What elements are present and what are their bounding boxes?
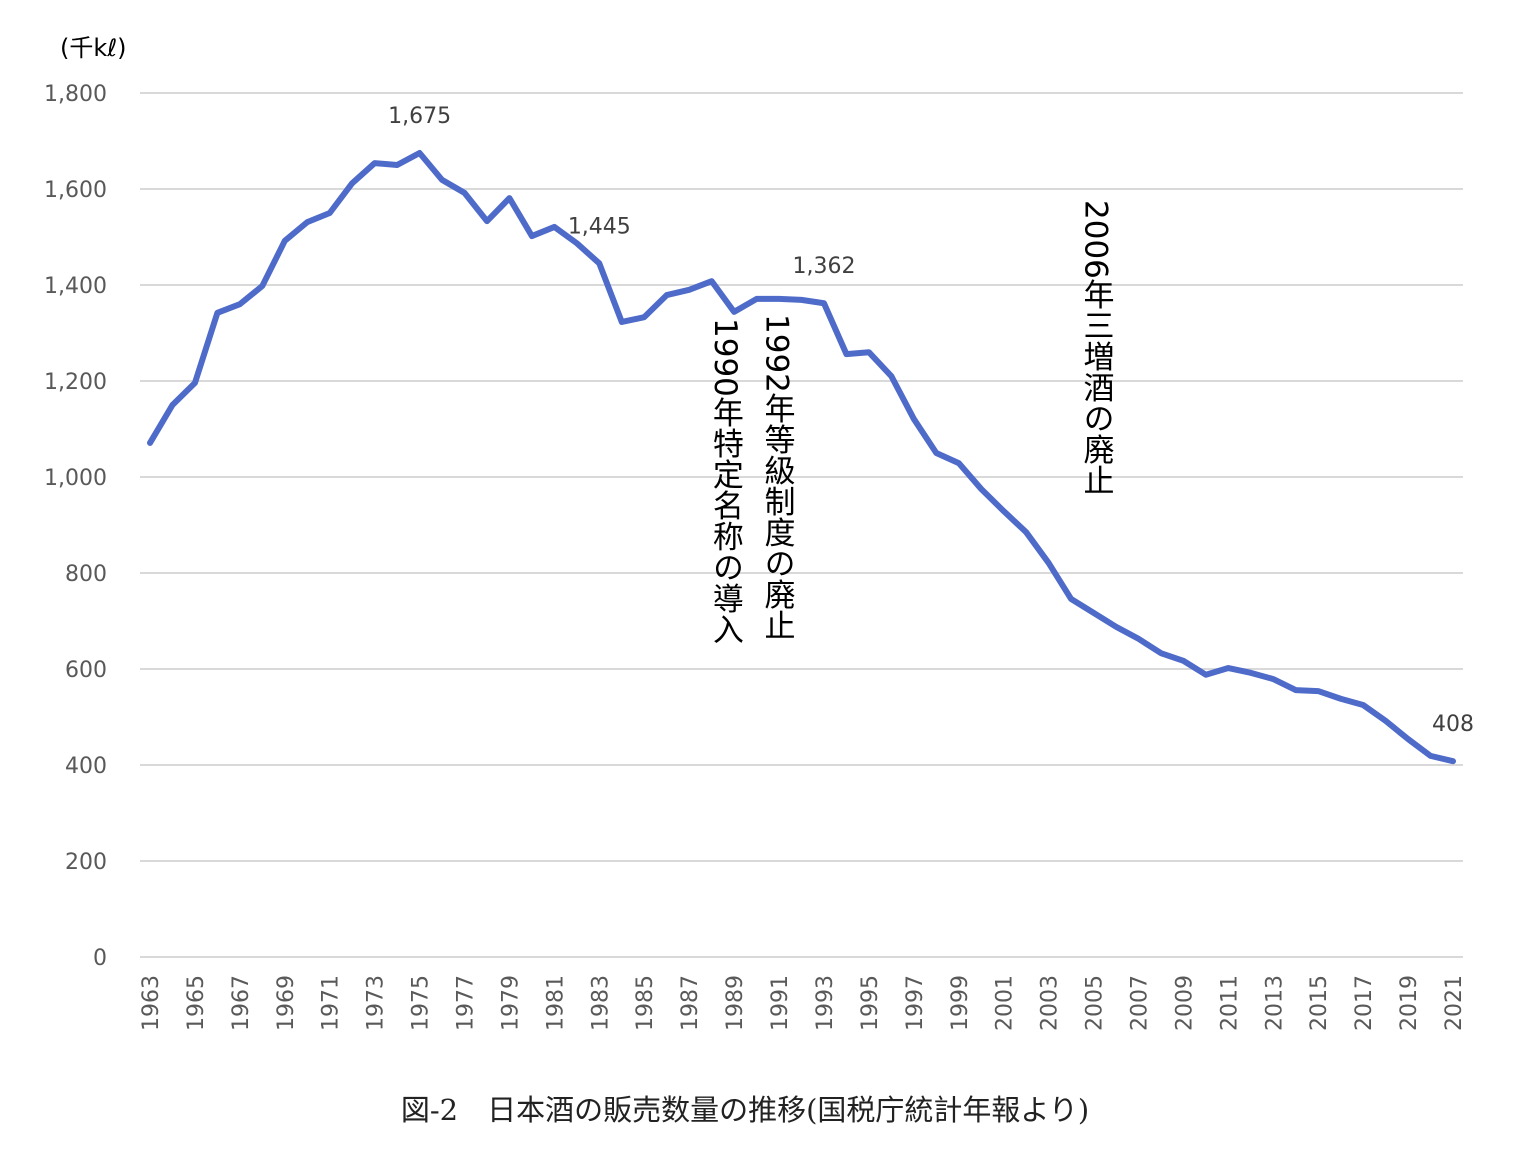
x-tick-label: 2011 <box>1217 975 1242 1031</box>
annotations: 1990年特定名称の導入 1992年等級制度の廃止 2006年三増酒の廃止 <box>707 200 1114 645</box>
x-tick-label: 1977 <box>454 975 479 1031</box>
x-tick-label: 1983 <box>588 975 613 1031</box>
x-tick-label: 2013 <box>1262 975 1287 1031</box>
data-label: 1,362 <box>792 254 855 279</box>
y-tick-label: 800 <box>65 562 107 587</box>
x-tick-label: 2003 <box>1038 975 1063 1031</box>
y-tick-label: 600 <box>65 658 107 683</box>
x-tick-label: 1989 <box>723 975 748 1031</box>
x-tick-label: 1965 <box>184 975 209 1031</box>
x-tick-label: 1981 <box>543 975 568 1031</box>
x-tick-label: 1963 <box>139 975 164 1031</box>
x-tick-label: 1999 <box>948 975 973 1031</box>
x-tick-label: 1993 <box>813 975 838 1031</box>
x-tick-label: 2007 <box>1127 975 1152 1031</box>
annotation-text: 1992年等級制度の廃止 <box>759 314 796 641</box>
x-tick-label: 1967 <box>229 975 254 1031</box>
x-tick-label: 2017 <box>1352 975 1377 1031</box>
data-labels: 1,675 1,445 1,362 408 <box>388 104 1474 737</box>
y-axis-unit-label: (千kℓ) <box>60 34 127 62</box>
x-tick-label: 1971 <box>319 975 344 1031</box>
x-tick-label: 1969 <box>274 975 299 1031</box>
x-tick-label: 2015 <box>1307 975 1332 1031</box>
y-tick-label: 200 <box>65 850 107 875</box>
gridlines <box>140 92 1463 958</box>
x-tick-label: 1973 <box>364 975 389 1031</box>
y-tick-label: 0 <box>93 946 107 971</box>
y-tick-label: 1,800 <box>44 82 107 107</box>
y-tick-label: 400 <box>65 754 107 779</box>
y-tick-label: 1,000 <box>44 466 107 491</box>
x-tick-label: 2001 <box>993 975 1018 1031</box>
x-tick-label: 1987 <box>678 975 703 1031</box>
y-tick-label: 1,200 <box>44 370 107 395</box>
data-label: 1,675 <box>388 104 451 129</box>
data-label: 408 <box>1432 712 1474 737</box>
x-tick-label: 2009 <box>1172 975 1197 1031</box>
y-tick-label: 1,600 <box>44 178 107 203</box>
x-axis-ticks: 1963 1965 1967 1969 1971 1973 1975 1977 1979 1981… <box>139 975 1467 1031</box>
data-label: 1,445 <box>568 214 631 239</box>
x-tick-label: 1985 <box>633 975 658 1031</box>
x-tick-label: 1975 <box>409 975 434 1031</box>
x-tick-label: 2005 <box>1083 975 1108 1031</box>
x-tick-label: 1995 <box>858 975 883 1031</box>
series-line <box>147 150 1456 765</box>
figure-caption: 図-2 日本酒の販売数量の推移(国税庁統計年報より) <box>401 1093 1089 1127</box>
x-tick-label: 2021 <box>1442 975 1467 1031</box>
annotation-text: 2006年三増酒の廃止 <box>1078 200 1115 496</box>
y-tick-label: 1,400 <box>44 274 107 299</box>
annotation-text: 1990年特定名称の導入 <box>707 318 743 645</box>
x-tick-label: 1997 <box>903 975 928 1031</box>
x-tick-label: 2019 <box>1397 975 1422 1031</box>
x-tick-label: 1991 <box>768 975 793 1031</box>
y-axis-ticks: 0 200 400 600 800 1,000 1,200 1,400 1,600 1,800 <box>44 82 107 971</box>
x-tick-label: 1979 <box>498 975 523 1031</box>
